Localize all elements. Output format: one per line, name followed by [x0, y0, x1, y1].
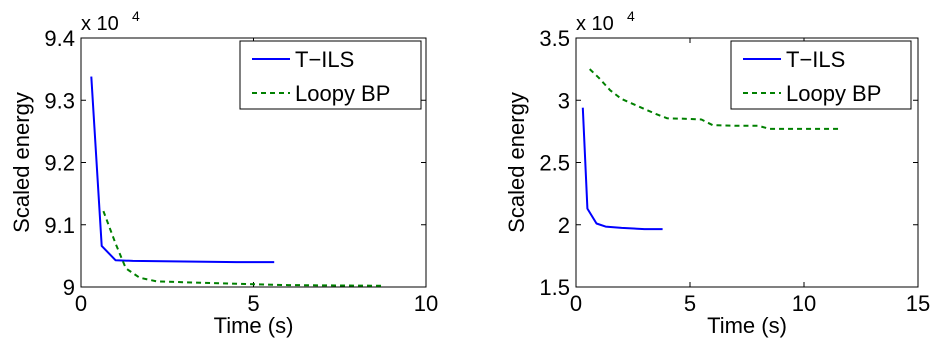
- legend: T−ILS Loopy BP: [239, 40, 422, 110]
- x-tick-label: 5: [247, 291, 259, 316]
- exponent-power: 4: [627, 8, 635, 24]
- y-tick-label: 9.4: [44, 26, 75, 51]
- y-tick-label: 3.5: [539, 26, 570, 51]
- legend-label-2: Loopy BP: [786, 81, 881, 106]
- legend-label-1: T−ILS: [786, 47, 845, 72]
- x-tick-label: 0: [570, 291, 582, 316]
- y-tick-label: 2.5: [539, 151, 570, 176]
- x-tick-label: 5: [684, 291, 696, 316]
- x-tick-label: 15: [906, 291, 930, 316]
- series-line-1: [90, 76, 275, 264]
- series-line-1: [581, 107, 663, 231]
- x-axis-label: Time (s): [214, 313, 294, 338]
- exponent-label: x 10: [81, 13, 119, 35]
- legend-label-2: Loopy BP: [295, 81, 390, 106]
- y-tick-label: 2: [558, 213, 570, 238]
- exponent-power: 4: [132, 8, 140, 24]
- y-axis-label: Scaled energy: [9, 92, 34, 233]
- x-tick-label: 0: [75, 291, 87, 316]
- y-tick-label: 9.2: [44, 151, 75, 176]
- legend-box: [239, 40, 422, 110]
- x-tick-label: 10: [792, 291, 816, 316]
- series-line-2: [102, 210, 385, 287]
- y-tick-label: 9.1: [44, 213, 75, 238]
- chart-1: 0 5 10 9 9.1 9.2 9.3 9.4 x 10 4 Time (s) Scaled ene…: [9, 8, 438, 338]
- y-tick-label: 9.3: [44, 88, 75, 113]
- chart-2: 0 5 10 15 1.5 2 2.5 3 3.5 x 10 4 Time (s) Scaled ene…: [504, 8, 930, 338]
- y-tick-label: 9: [63, 275, 75, 300]
- legend: T−ILS Loopy BP: [730, 40, 912, 110]
- legend-label-1: T−ILS: [295, 47, 354, 72]
- x-tick-label: 10: [414, 291, 438, 316]
- x-axis-label: Time (s): [707, 313, 787, 338]
- y-axis-label: Scaled energy: [504, 92, 529, 233]
- series-line-2: [589, 68, 841, 130]
- exponent-label: x 10: [576, 13, 614, 35]
- legend-box: [730, 40, 912, 110]
- y-tick-label: 1.5: [539, 275, 570, 300]
- y-tick-label: 3: [558, 88, 570, 113]
